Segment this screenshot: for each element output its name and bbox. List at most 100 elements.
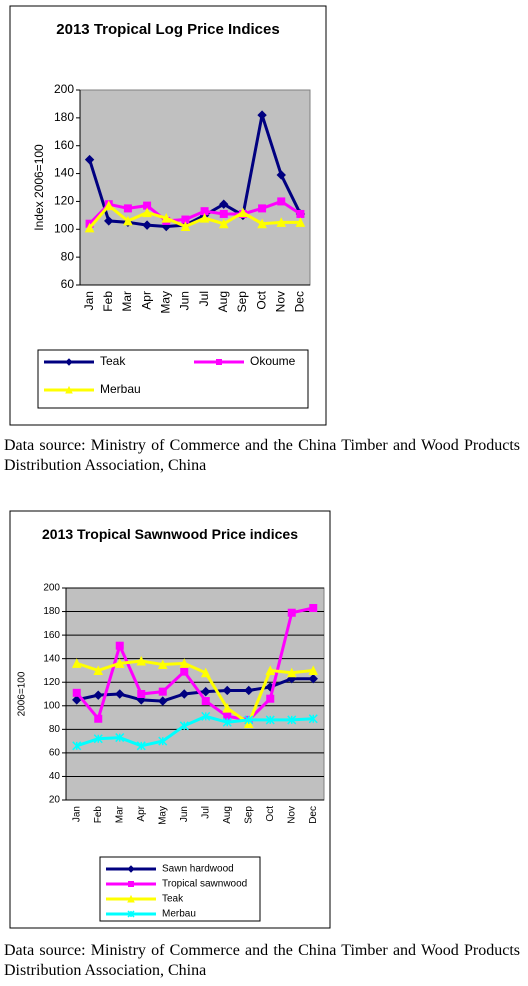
x-tick-label: May bbox=[158, 291, 172, 314]
marker bbox=[257, 218, 267, 229]
x-tick-label: Sep bbox=[243, 806, 254, 824]
x-tick-label: Nov bbox=[273, 291, 287, 312]
x-tick-label: Jul bbox=[200, 806, 211, 819]
marker bbox=[157, 659, 168, 670]
legend-label: Sawn hardwood bbox=[162, 864, 234, 875]
caption: Data source: Ministry of Commerce and th… bbox=[4, 942, 520, 979]
series-line bbox=[76, 714, 314, 748]
y-tick-label: 200 bbox=[43, 583, 60, 594]
marker bbox=[219, 209, 228, 218]
x-tick-label: Apr bbox=[139, 291, 153, 310]
marker bbox=[216, 359, 222, 365]
marker bbox=[277, 197, 286, 206]
x-tick-label: Aug bbox=[216, 291, 230, 312]
marker bbox=[219, 199, 229, 209]
marker bbox=[104, 216, 114, 226]
marker bbox=[201, 686, 211, 697]
marker bbox=[265, 665, 276, 675]
marker bbox=[276, 217, 287, 227]
legend-label: Okoume bbox=[250, 354, 296, 368]
legend-label: Merbau bbox=[100, 382, 141, 396]
marker bbox=[127, 910, 135, 918]
y-tick-label: 60 bbox=[61, 277, 75, 291]
marker bbox=[309, 604, 318, 613]
caption: Data source: Ministry of Commerce and th… bbox=[4, 437, 520, 474]
marker bbox=[222, 717, 232, 727]
x-tick-label: Aug bbox=[222, 806, 233, 824]
marker bbox=[244, 685, 254, 696]
marker bbox=[136, 655, 147, 666]
y-tick-label: 80 bbox=[61, 249, 75, 263]
marker bbox=[179, 721, 189, 731]
x-tick-label: Apr bbox=[136, 805, 147, 821]
legend-label: Merbau bbox=[162, 909, 196, 920]
marker bbox=[115, 689, 125, 699]
y-tick-label: 200 bbox=[54, 82, 74, 96]
y-tick-label: 160 bbox=[43, 630, 60, 641]
marker bbox=[94, 714, 103, 723]
marker bbox=[258, 204, 267, 213]
marker bbox=[84, 154, 95, 165]
marker bbox=[158, 736, 168, 746]
x-tick-label: Feb bbox=[93, 806, 104, 824]
y-tick-label: 160 bbox=[54, 138, 74, 152]
marker bbox=[238, 207, 248, 218]
marker bbox=[287, 715, 297, 725]
x-tick-label: Mar bbox=[114, 805, 125, 823]
x-tick-label: Jun bbox=[178, 291, 192, 310]
marker bbox=[115, 733, 125, 743]
marker bbox=[295, 217, 306, 227]
legend-label: Teak bbox=[162, 894, 184, 905]
x-tick-label: Jan bbox=[82, 291, 96, 310]
series-line bbox=[76, 659, 314, 726]
marker bbox=[180, 667, 189, 676]
x-tick-label: Sep bbox=[235, 291, 249, 313]
chart-title: 2013 Tropical Log Price Indices bbox=[56, 21, 280, 38]
marker bbox=[115, 641, 124, 650]
marker bbox=[127, 894, 135, 903]
marker bbox=[103, 200, 114, 211]
marker bbox=[72, 741, 82, 751]
x-tick-label: Dec bbox=[293, 291, 307, 312]
marker bbox=[179, 689, 189, 699]
marker bbox=[72, 695, 82, 705]
marker bbox=[308, 673, 318, 684]
marker bbox=[257, 110, 267, 120]
marker bbox=[276, 170, 286, 180]
marker bbox=[200, 667, 211, 678]
y-tick-label: 180 bbox=[43, 606, 60, 617]
legend-label: Teak bbox=[100, 354, 126, 368]
marker bbox=[308, 714, 318, 724]
y-axis-label: Index 2006=100 bbox=[32, 144, 46, 231]
marker bbox=[142, 207, 152, 218]
marker bbox=[265, 715, 275, 725]
marker bbox=[142, 220, 152, 230]
marker bbox=[179, 658, 190, 668]
y-tick-label: 140 bbox=[54, 166, 74, 180]
series-line bbox=[75, 606, 314, 722]
marker bbox=[296, 209, 305, 218]
y-tick-label: 40 bbox=[49, 771, 61, 782]
marker bbox=[114, 658, 125, 668]
x-tick-label: Jan bbox=[71, 806, 82, 822]
x-tick-label: Oct bbox=[265, 806, 276, 822]
marker bbox=[201, 697, 210, 706]
x-tick-label: Mar bbox=[120, 291, 134, 312]
y-tick-label: 140 bbox=[43, 653, 60, 664]
marker bbox=[123, 215, 133, 226]
marker bbox=[180, 221, 191, 231]
marker bbox=[65, 385, 73, 394]
marker bbox=[93, 690, 103, 700]
x-tick-label: Oct bbox=[254, 290, 268, 309]
x-tick-label: Feb bbox=[101, 291, 115, 312]
marker bbox=[127, 865, 135, 873]
marker bbox=[84, 222, 95, 233]
marker bbox=[128, 881, 134, 887]
marker bbox=[93, 665, 104, 675]
marker bbox=[218, 218, 229, 229]
marker bbox=[199, 213, 210, 223]
y-tick-label: 100 bbox=[54, 221, 74, 235]
x-tick-label: Nov bbox=[286, 806, 297, 824]
